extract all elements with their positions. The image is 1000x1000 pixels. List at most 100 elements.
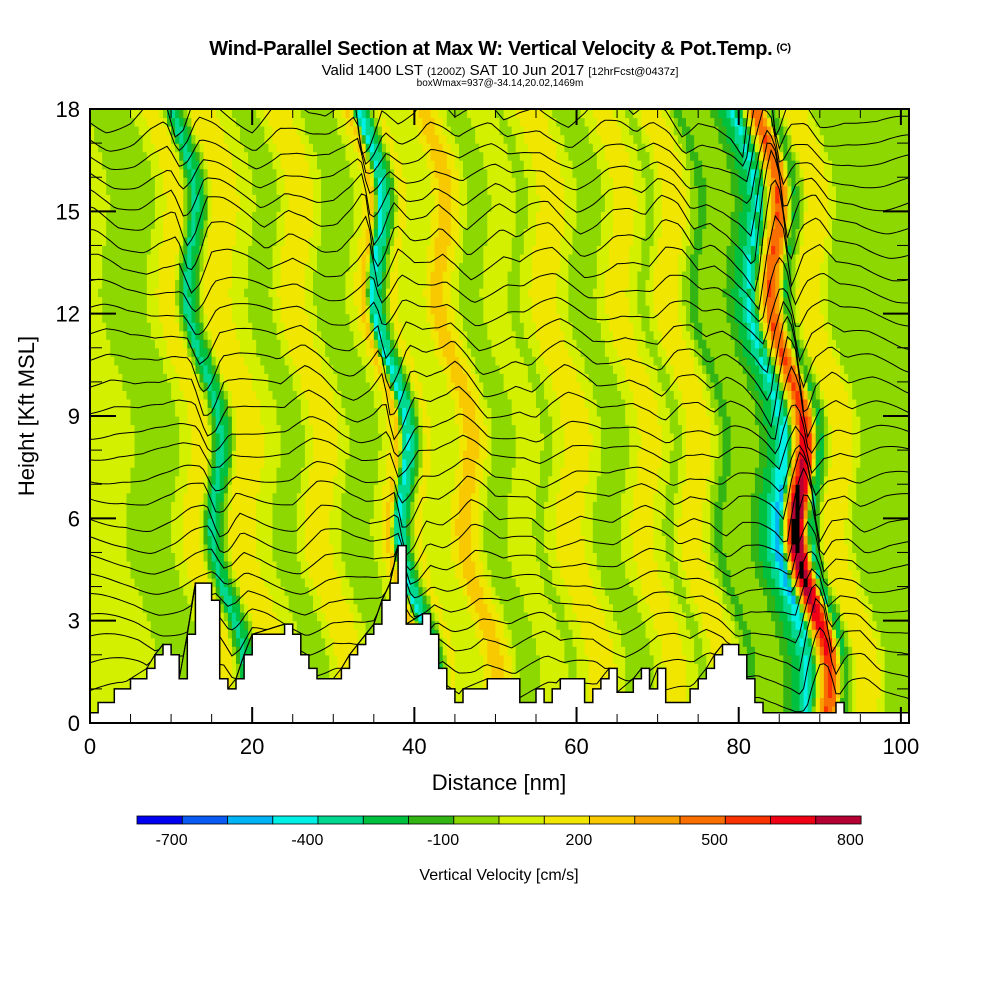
w-cell [377, 356, 383, 366]
w-cell [150, 228, 164, 238]
w-cell [803, 219, 829, 229]
w-cell [459, 424, 464, 434]
w-cell [690, 177, 695, 187]
w-cell [199, 518, 205, 528]
w-cell [633, 390, 655, 400]
w-cell [329, 629, 359, 639]
w-cell [803, 629, 809, 639]
w-cell [649, 262, 655, 272]
w-cell [763, 228, 768, 238]
w-cell [714, 501, 724, 511]
w-cell [819, 586, 829, 596]
w-cell [353, 126, 359, 136]
w-cell [791, 705, 801, 715]
w-cell [248, 245, 273, 255]
w-cell [552, 467, 561, 477]
w-cell [317, 262, 350, 272]
w-cell [321, 228, 355, 238]
w-cell [815, 561, 821, 571]
w-cell [90, 271, 103, 281]
w-cell [142, 603, 192, 613]
w-cell [653, 654, 663, 664]
theta-contour-line [90, 451, 909, 528]
w-cell [171, 509, 184, 519]
w-cell [823, 671, 829, 681]
w-cell [191, 185, 197, 195]
w-cell [742, 143, 748, 153]
theta-contour-line [90, 148, 909, 265]
w-cell [734, 279, 744, 289]
w-cell [844, 364, 909, 374]
w-cell [130, 407, 176, 417]
w-cell [402, 356, 407, 366]
w-cell [827, 595, 833, 605]
w-cell [463, 467, 476, 477]
w-cell [779, 612, 788, 622]
w-cell [604, 151, 630, 161]
w-cell [454, 407, 464, 417]
w-cell [426, 245, 436, 255]
w-cell [377, 339, 391, 349]
w-cell [231, 492, 257, 502]
w-cell [734, 347, 744, 357]
w-cell [795, 398, 805, 408]
w-cell [203, 364, 209, 374]
w-cell [641, 356, 655, 366]
w-cell [527, 143, 557, 153]
w-cell [187, 416, 209, 426]
w-cell [637, 458, 663, 468]
w-cell [227, 484, 233, 494]
w-cell [487, 236, 513, 246]
w-cell [832, 177, 909, 187]
w-cell [832, 322, 909, 332]
w-cell [641, 117, 667, 127]
w-cell [183, 535, 201, 545]
w-cell [381, 126, 391, 136]
w-cell [90, 134, 95, 144]
w-cell [767, 535, 772, 545]
w-cell [317, 160, 350, 170]
w-cell [836, 646, 841, 656]
w-cell [531, 305, 557, 315]
w-cell [414, 441, 420, 451]
w-cell [600, 450, 630, 460]
w-cell [102, 271, 148, 281]
w-cell [446, 262, 456, 272]
w-cell [767, 254, 780, 264]
w-cell [231, 595, 237, 605]
w-cell [381, 578, 391, 588]
w-cell [799, 450, 809, 460]
w-cell [244, 595, 274, 605]
w-cell [787, 347, 793, 357]
w-cell [390, 322, 395, 332]
w-cell [775, 288, 780, 298]
w-cell [710, 373, 719, 383]
w-cell [702, 330, 732, 340]
w-cell [836, 339, 909, 349]
w-cell [252, 381, 269, 391]
w-cell [207, 211, 213, 221]
w-cell [791, 663, 801, 673]
w-cell [694, 364, 703, 374]
w-cell [552, 416, 561, 426]
w-cell [552, 458, 565, 468]
w-cell [268, 288, 278, 298]
w-cell [191, 458, 209, 468]
w-cell [694, 339, 699, 349]
w-cell [394, 339, 399, 349]
w-cell [661, 518, 675, 528]
w-cell [146, 612, 192, 622]
w-cell [223, 526, 229, 536]
w-cell [844, 612, 869, 622]
w-cell [600, 322, 610, 332]
w-cell [154, 211, 164, 221]
w-cell [702, 535, 711, 545]
w-cell [406, 407, 411, 417]
w-cell [560, 262, 569, 272]
w-cell [260, 416, 278, 426]
theta-contour-line [90, 404, 909, 458]
w-cell [767, 185, 772, 195]
w-cell [783, 202, 788, 212]
w-cell [150, 620, 196, 630]
w-cell [361, 305, 367, 315]
